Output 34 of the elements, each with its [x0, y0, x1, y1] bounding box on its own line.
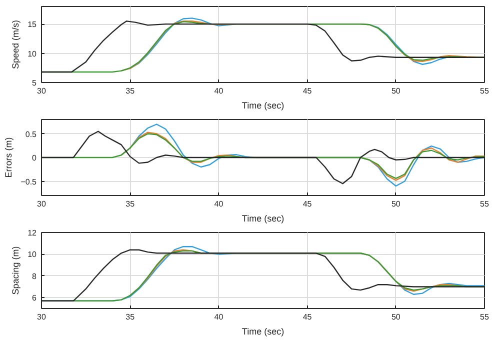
- y-tick-label: 5: [32, 78, 38, 88]
- y-tick-label: 6: [32, 294, 38, 303]
- y-tick-label: −0.5: [20, 177, 38, 186]
- x-tick-label: 40: [214, 200, 224, 208]
- x-tick-label: 55: [480, 312, 490, 322]
- x-axis-title: Time (sec): [242, 326, 284, 336]
- x-tick-label: 35: [126, 312, 136, 322]
- y-axis-title: Errors (m): [4, 137, 14, 178]
- x-tick-label: 50: [391, 86, 401, 96]
- x-axis-title: Time (sec): [242, 100, 284, 110]
- x-tick-label: 45: [302, 312, 312, 322]
- y-tick-label: 8: [32, 272, 38, 281]
- y-tick-label: 0.5: [25, 130, 38, 139]
- x-tick-label: 45: [302, 86, 312, 96]
- y-tick-label: 10: [28, 250, 38, 260]
- x-tick-label: 30: [37, 312, 46, 322]
- x-tick-label: 35: [126, 86, 136, 96]
- x-tick-label: 55: [480, 200, 490, 208]
- x-tick-label: 30: [37, 86, 46, 96]
- y-axis-title: Speed (m/s): [10, 20, 21, 70]
- x-tick-label: 50: [391, 312, 401, 322]
- x-tick-label: 40: [214, 86, 224, 96]
- x-tick-label: 30: [37, 200, 46, 208]
- x-axis-title: Time (sec): [242, 214, 284, 224]
- y-tick-label: 15: [28, 20, 38, 30]
- y-tick-label: 12: [28, 228, 38, 238]
- x-tick-label: 50: [391, 200, 401, 208]
- y-tick-label: 0: [32, 154, 38, 162]
- x-tick-label: 45: [302, 200, 312, 208]
- x-tick-label: 55: [480, 86, 490, 96]
- x-tick-label: 35: [126, 200, 136, 208]
- y-axis-title: Spacing (m): [10, 246, 21, 295]
- y-tick-label: 10: [28, 49, 38, 58]
- x-tick-label: 40: [214, 312, 224, 322]
